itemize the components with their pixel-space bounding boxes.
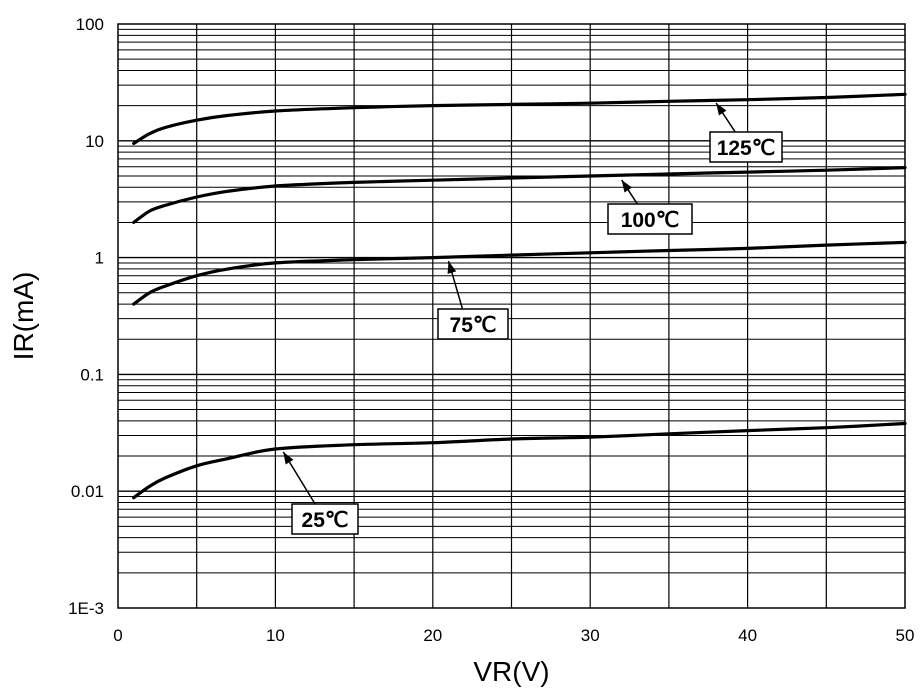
x-tick-label: 20 (423, 626, 442, 645)
callout-arrowhead (447, 261, 457, 274)
x-axis-title: VR(V) (473, 656, 549, 687)
callout-label: 25℃ (302, 509, 349, 532)
series-lines (132, 92, 907, 500)
callout-box (607, 203, 693, 235)
y-tick-label: 100 (76, 15, 104, 34)
y-tick-label: 0.01 (71, 482, 104, 501)
plot-frame (117, 23, 906, 609)
callout-label: 75℃ (450, 314, 497, 337)
callout-arrowhead (283, 451, 294, 465)
grid (118, 24, 905, 608)
x-tick-label: 30 (581, 626, 600, 645)
y-axis-title: IR(mA) (8, 272, 39, 361)
y-tick-label: 1E-3 (68, 599, 104, 618)
series-line (132, 240, 907, 306)
x-tick-label: 0 (113, 626, 122, 645)
callout-label: 125℃ (717, 137, 776, 160)
series-line (132, 92, 907, 145)
callout-arrowhead (621, 179, 633, 193)
x-tick-label: 10 (266, 626, 285, 645)
callout-box (291, 503, 359, 535)
tick-labels: 0 10 20 30 40 50 1E-3 0.01 0.1 1 10 100 (68, 15, 914, 645)
callout-box (437, 308, 509, 340)
callout-label: 100℃ (621, 209, 680, 232)
series-line (132, 166, 907, 224)
callout-arrowhead (716, 102, 727, 116)
callout-box (709, 131, 783, 163)
x-tick-label: 40 (738, 626, 757, 645)
y-tick-label: 1 (95, 249, 104, 268)
series-line (132, 421, 907, 500)
x-tick-label: 50 (896, 626, 915, 645)
y-tick-label: 10 (85, 132, 104, 151)
callouts: 125℃ 100℃ 75℃ 25℃ (282, 102, 783, 535)
y-tick-label: 0.1 (80, 365, 104, 384)
